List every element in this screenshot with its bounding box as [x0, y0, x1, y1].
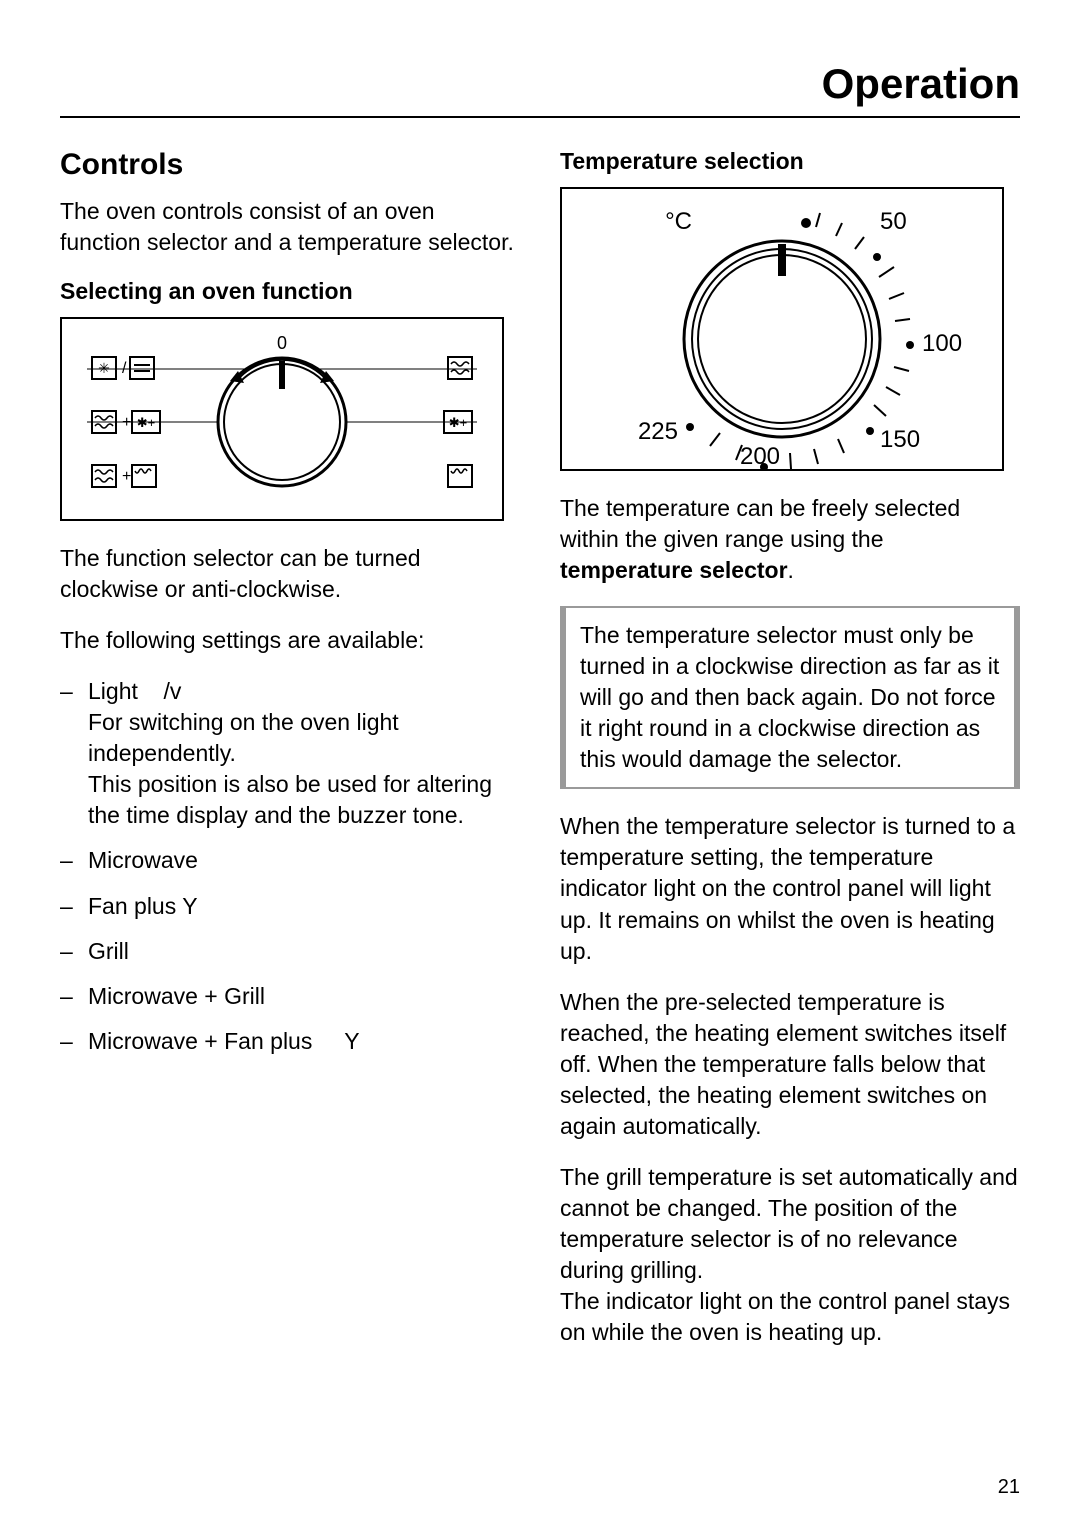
funcsel-text-1: The function selector can be turned cloc…	[60, 543, 520, 605]
unit-label: °C	[665, 208, 692, 235]
setting-light-label: Light	[88, 678, 138, 704]
temp-text-1a: The temperature can be freely selected w…	[560, 495, 960, 552]
microwave-icon	[448, 357, 472, 379]
page-header-title: Operation	[60, 60, 1020, 108]
header-rule	[60, 116, 1020, 118]
zero-label: 0	[277, 333, 287, 353]
warning-note: The temperature selector must only be tu…	[560, 606, 1020, 789]
temp-50-label: 50	[880, 208, 907, 235]
setting-mw-fan-sym: Y	[344, 1028, 359, 1054]
temp-200-label: 200	[740, 443, 780, 470]
setting-light-desc: For switching on the oven light independ…	[88, 709, 492, 828]
svg-text:+: +	[122, 468, 131, 485]
settings-list: Light /v For switching on the oven light…	[60, 676, 520, 1056]
temp-100-label: 100	[922, 330, 962, 357]
function-selector-diagram: 0 ✳ /	[60, 317, 504, 521]
page: Operation Controls The oven controls con…	[0, 0, 1080, 1529]
temp-text-1: The temperature can be freely selected w…	[560, 493, 1020, 586]
svg-text:✱+: ✱+	[449, 415, 467, 430]
funcsel-text-2: The following settings are available:	[60, 625, 520, 656]
setting-mw-fan-label: Microwave + Fan plus	[88, 1028, 312, 1054]
controls-intro: The oven controls consist of an oven fun…	[60, 196, 520, 258]
selecting-function-heading: Selecting an oven function	[60, 278, 520, 305]
setting-fan-plus: Fan plus Y	[60, 891, 520, 922]
temp-text-1b-bold: temperature selector	[560, 557, 788, 583]
grill-icon	[448, 465, 472, 487]
light-icon: ✳ /	[92, 357, 154, 379]
off-dot-icon	[801, 218, 811, 228]
svg-text:/: /	[122, 360, 127, 377]
temp-text-2: When the temperature selector is turned …	[560, 811, 1020, 966]
content-columns: Controls The oven controls consist of an…	[60, 148, 1020, 1368]
svg-text:+: +	[122, 414, 131, 431]
setting-light-sym: /v	[163, 678, 181, 704]
temp-text-4: The grill temperature is set automatical…	[560, 1162, 1020, 1348]
temperature-heading: Temperature selection	[560, 148, 1020, 175]
setting-grill: Grill	[60, 936, 520, 967]
microwave-grill-icon: +	[92, 465, 156, 487]
svg-text:✱+: ✱+	[137, 415, 155, 430]
page-number: 21	[998, 1476, 1020, 1499]
setting-light: Light /v For switching on the oven light…	[60, 676, 520, 831]
temp-text-3: When the pre-selected temperature is rea…	[560, 987, 1020, 1142]
controls-heading: Controls	[60, 148, 520, 182]
temp-150-label: 150	[880, 426, 920, 453]
temp-text-1c: .	[788, 557, 794, 583]
right-column: Temperature selection	[560, 148, 1020, 1368]
setting-mw-fan: Microwave + Fan plus Y	[60, 1026, 520, 1057]
svg-text:✳: ✳	[98, 360, 110, 376]
setting-microwave: Microwave	[60, 845, 520, 876]
setting-mw-grill: Microwave + Grill	[60, 981, 520, 1012]
left-column: Controls The oven controls consist of an…	[60, 148, 520, 1368]
temperature-dial-diagram: °C 50 100 150 200 225	[560, 187, 1004, 471]
temp-225-label: 225	[638, 418, 678, 445]
